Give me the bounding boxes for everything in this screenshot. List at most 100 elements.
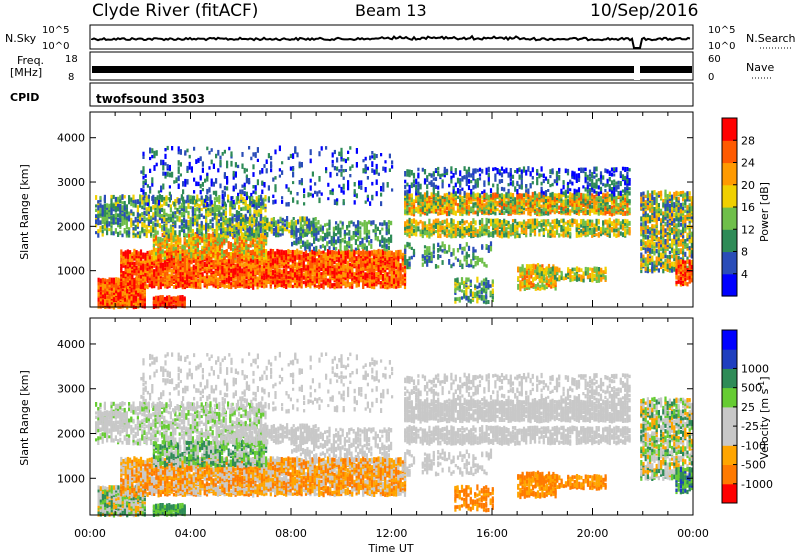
power-cell [136,232,139,239]
power-cell [298,250,301,255]
power-cell [208,275,211,282]
power-cell [268,225,271,232]
power-cell [120,249,123,255]
power-cell [291,266,294,273]
power-cell [514,209,517,213]
power-cell [164,265,167,271]
power-cell [166,252,169,258]
power-cell [377,260,380,265]
power-cell [216,256,219,260]
power-cell [177,275,180,281]
power-cell [205,278,209,283]
power-cell [384,256,387,262]
power-cell [132,199,135,204]
power-cell [121,297,124,303]
power-cell [235,229,238,234]
power-cell [199,250,202,257]
power-cell [125,230,128,236]
power-cell [189,217,192,223]
power-cell [280,269,283,274]
power-cell [155,265,158,272]
power-cell [282,254,286,259]
power-cell [249,276,253,280]
power-cell [342,169,345,173]
power-cell [117,280,120,286]
power-cell [226,186,229,191]
power-cell [366,263,369,269]
power-cell [271,260,275,266]
power-cell [216,277,220,284]
power-cell [139,283,143,290]
cpid-label: CPID [10,91,39,104]
power-cell [375,154,378,159]
power-cell [533,205,537,210]
power-cell [237,217,240,222]
power-cell [140,188,143,192]
power-cell [287,249,290,255]
power-cell [222,205,225,209]
power-cell [359,233,362,240]
power-cell [313,267,316,273]
power-cell [145,224,148,231]
power-cell [212,163,215,169]
power-cell [196,227,199,232]
power-cell [206,201,209,207]
power-cell [285,184,288,189]
power-cell [230,196,233,201]
power-cell [296,152,299,158]
power-cell [423,200,427,206]
power-cell [135,275,138,281]
power-cell [254,185,257,191]
power-cell [340,249,343,255]
power-cell [296,278,299,283]
power-cell [332,226,335,232]
power-cell [152,243,155,248]
power-cell [155,279,158,284]
power-cell [359,254,363,258]
power-cell [137,274,140,278]
power-cell [126,289,129,294]
power-cell [531,200,534,205]
power-cell [214,243,217,247]
power-cell [253,229,256,233]
power-cell [333,254,336,259]
power-cell [245,268,248,274]
power-cell [264,206,267,213]
power-cell [205,237,208,243]
power-cell [326,269,330,275]
power-cell [278,278,281,284]
power-cell [117,213,120,218]
power-cell [299,231,302,237]
power-cell [245,168,248,172]
power-cell [531,191,534,198]
power-cell [189,199,192,204]
power-cell [544,194,548,199]
power-cell [406,197,409,202]
power-cell [169,213,172,217]
power-cell [188,263,191,267]
power-cell [343,232,346,236]
power-cell [97,277,100,282]
power-cell [232,268,235,273]
power-cell [230,151,233,157]
power-cell [275,227,278,234]
power-cell [333,260,336,265]
power-cell [269,248,272,255]
power-cell [243,262,246,268]
power-cell [214,274,217,280]
power-cell [231,216,234,220]
power-cell [165,195,168,201]
power-cell [461,202,464,208]
power-cell [123,300,127,304]
power-cell [168,267,171,273]
power-cell [146,284,149,290]
power-cell [128,294,131,299]
power-cell [159,248,162,254]
power-cell [210,241,213,246]
power-cell [240,193,243,200]
power-cell [243,167,246,174]
power-cell [355,193,358,199]
power-data-cells [95,145,693,310]
power-cell [357,260,360,265]
power-cell [283,223,286,227]
